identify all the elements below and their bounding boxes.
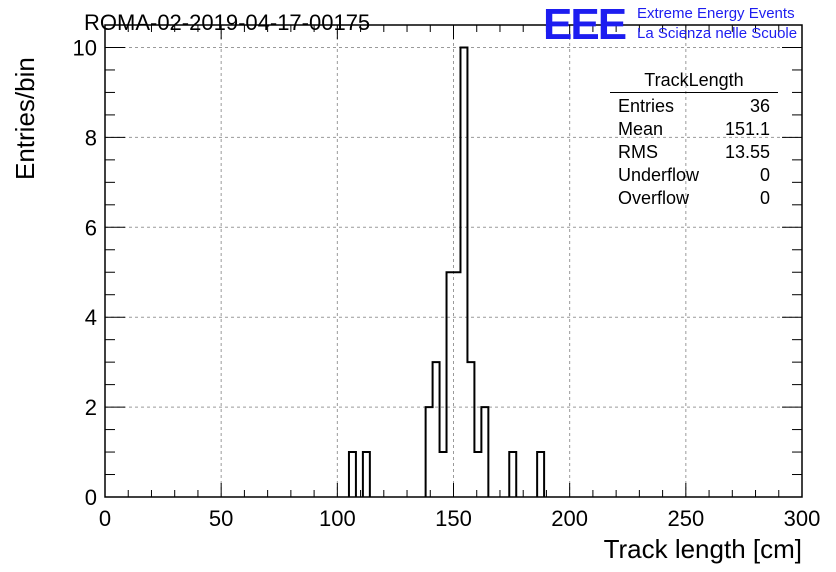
stats-label: Mean bbox=[618, 119, 664, 139]
axis-ticks bbox=[104, 24, 803, 498]
histogram-bin bbox=[509, 452, 516, 497]
y-tick-label: 4 bbox=[85, 305, 97, 330]
y-tick-label: 8 bbox=[85, 125, 97, 150]
stats-row-rms: RMS 13.55 bbox=[610, 141, 778, 164]
stats-row-mean: Mean 151.1 bbox=[610, 118, 778, 141]
tick-labels: 0 50 100 150 200 250 300 0 2 4 6 8 10 bbox=[73, 35, 821, 531]
histogram-bin bbox=[454, 272, 461, 497]
grid-lines bbox=[105, 25, 802, 497]
run-title: ROMA-02-2019-04-17-00175 bbox=[84, 10, 371, 35]
x-tick-label: 250 bbox=[667, 506, 704, 531]
histogram-bin bbox=[363, 452, 370, 497]
histogram-bin bbox=[440, 452, 447, 497]
histogram-bin bbox=[349, 452, 356, 497]
histogram-bin bbox=[474, 452, 481, 497]
stats-row-entries: Entries 36 bbox=[610, 95, 778, 118]
y-tick-label: 10 bbox=[73, 35, 97, 60]
x-tick-label: 100 bbox=[319, 506, 356, 531]
x-tick-label: 150 bbox=[435, 506, 472, 531]
logo-text: Extreme Energy Events La Scienza nelle S… bbox=[637, 4, 797, 44]
x-tick-label: 50 bbox=[209, 506, 233, 531]
histogram-bin bbox=[426, 407, 433, 497]
y-axis-label: Entries/bin bbox=[10, 57, 40, 180]
histogram-bin bbox=[433, 362, 440, 497]
x-tick-label: 200 bbox=[551, 506, 588, 531]
x-axis-label: Track length [cm] bbox=[603, 534, 802, 564]
stats-title: TrackLength bbox=[610, 70, 778, 93]
x-tick-label: 0 bbox=[99, 506, 111, 531]
y-tick-label: 2 bbox=[85, 395, 97, 420]
stats-box: TrackLength Entries 36 Mean 151.1 RMS 13… bbox=[610, 70, 778, 210]
histogram-bin bbox=[460, 47, 467, 497]
logo-line-1: Extreme Energy Events bbox=[637, 5, 795, 22]
x-tick-label: 300 bbox=[784, 506, 821, 531]
histogram-bin bbox=[447, 272, 454, 497]
logo-line-2: La Scienza nelle Scuole bbox=[637, 25, 798, 42]
stats-value: 151.1 bbox=[724, 119, 770, 139]
histogram-outline bbox=[347, 46, 546, 497]
eee-logo: EEE bbox=[543, 0, 627, 49]
histogram-bin bbox=[481, 407, 488, 497]
histogram-bin bbox=[467, 362, 474, 497]
stats-label: Underflow bbox=[618, 165, 700, 185]
stats-value: 13.55 bbox=[724, 142, 770, 162]
stats-label: Overflow bbox=[618, 188, 690, 208]
stats-label: RMS bbox=[618, 142, 658, 162]
stats-value: 0 bbox=[759, 165, 770, 185]
stats-label: Entries bbox=[618, 96, 675, 116]
stats-value: 0 bbox=[759, 188, 770, 208]
stats-value: 36 bbox=[749, 96, 770, 116]
y-tick-label: 6 bbox=[85, 215, 97, 240]
histogram-bin bbox=[537, 452, 544, 497]
stats-row-overflow: Overflow 0 bbox=[610, 187, 778, 210]
plot-frame bbox=[104, 24, 803, 498]
y-tick-label: 0 bbox=[85, 485, 97, 510]
stats-row-underflow: Underflow 0 bbox=[610, 164, 778, 187]
